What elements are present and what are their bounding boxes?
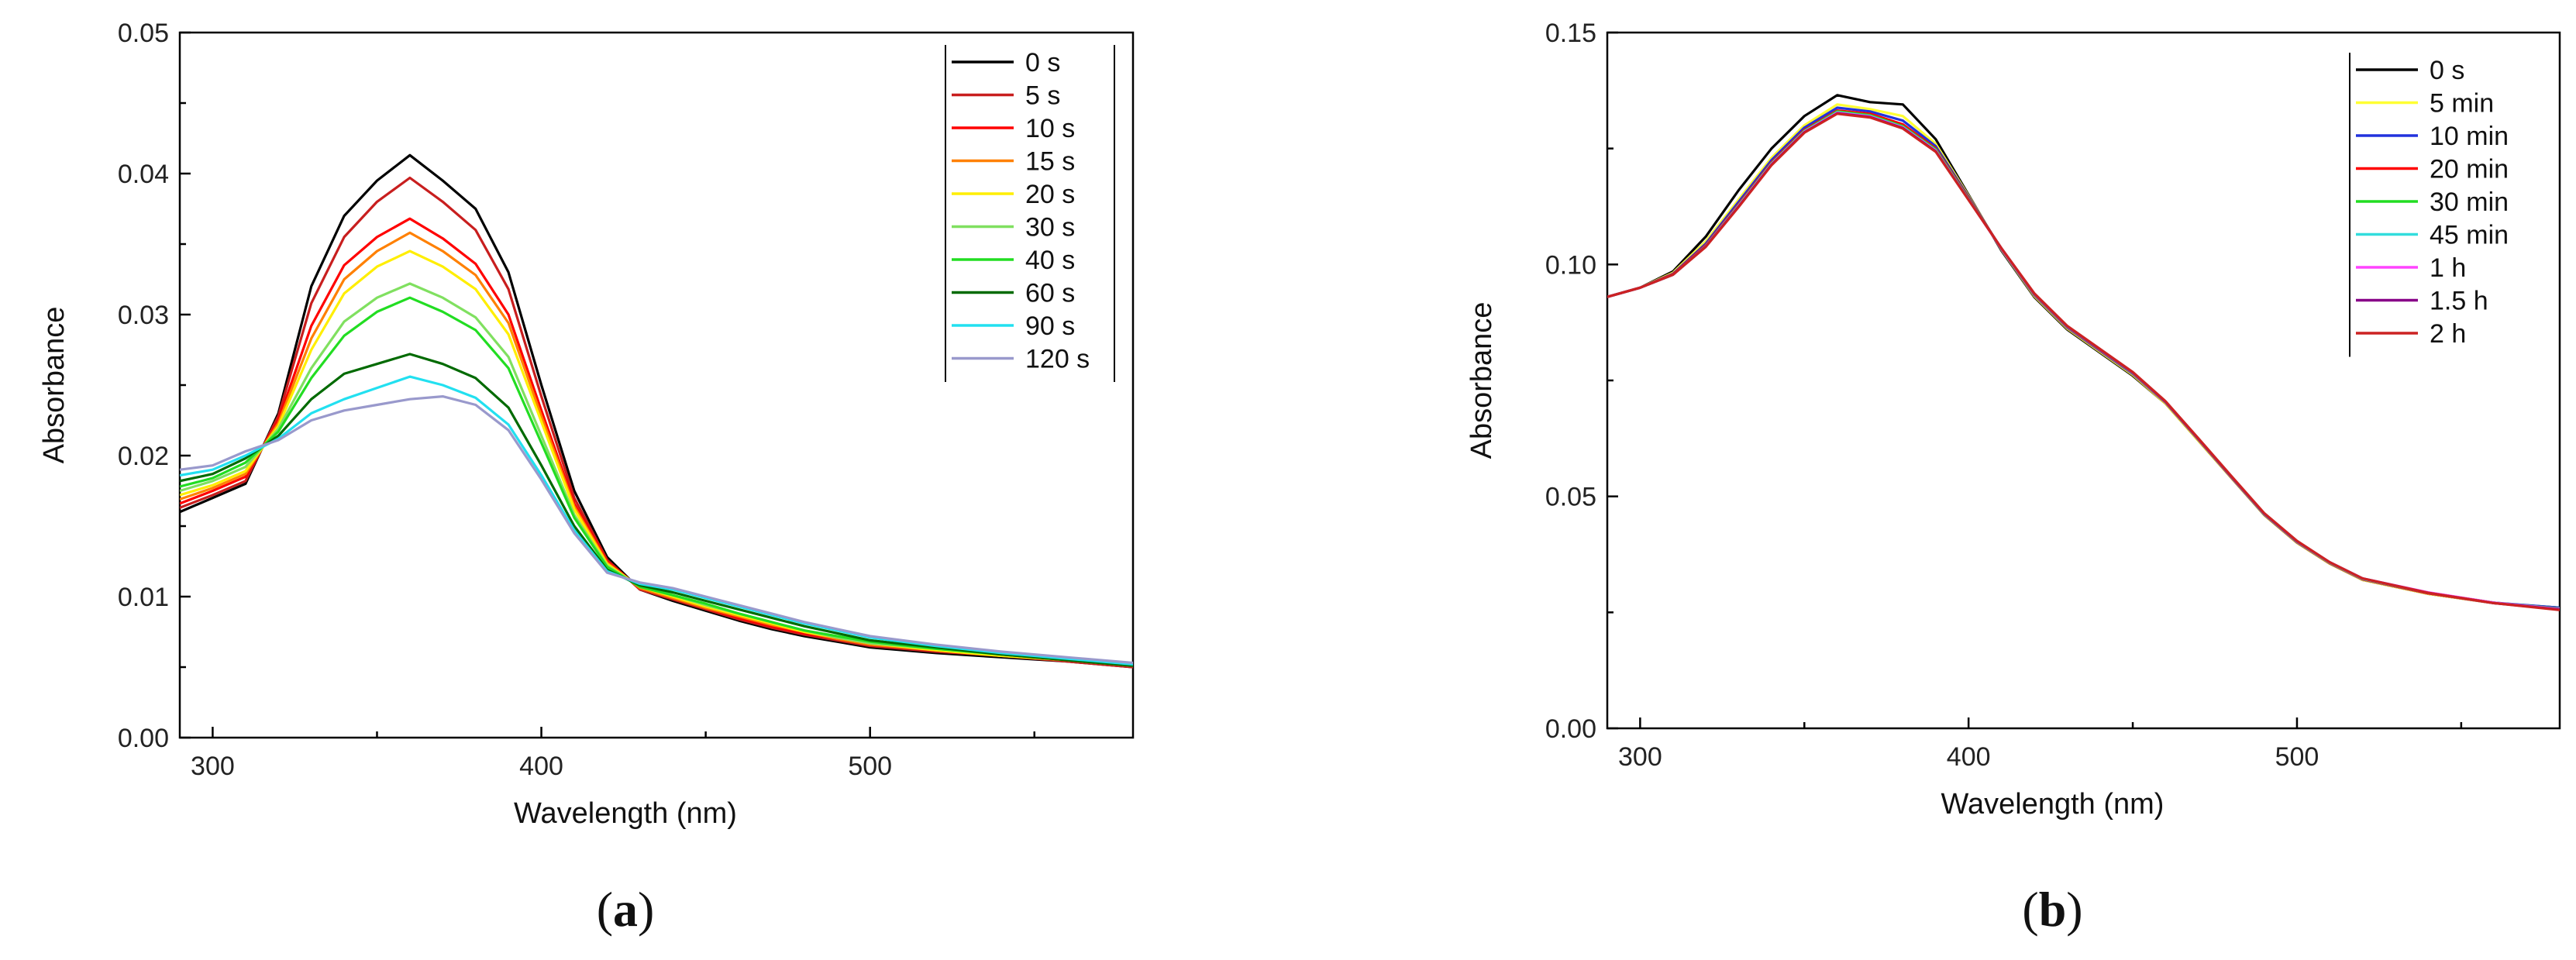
y-tick-label: 0.02 [118, 442, 169, 471]
legend-label-2: 10 s [1025, 114, 1075, 143]
legend-label-0: 0 s [2430, 56, 2464, 85]
series-line-7 [180, 353, 1133, 667]
series-line-8 [1607, 112, 2560, 611]
y-tick-label: 0.05 [1545, 483, 1596, 512]
x-tick-label: 500 [848, 752, 892, 781]
legend-label-3: 20 min [2430, 155, 2509, 184]
legend-label-7: 1.5 h [2430, 287, 2488, 316]
y-tick-label: 0.05 [118, 19, 169, 48]
y-tick-label: 0.00 [118, 724, 169, 753]
x-tick-label: 500 [2275, 742, 2319, 772]
chart-panel-a: 300 400 500 0.00 0.01 0.02 0.03 0.04 0.05 Wavelen… [38, 19, 1135, 937]
legend-label-2: 10 min [2430, 122, 2509, 151]
legend-label-4: 20 s [1025, 180, 1075, 209]
x-axis-label: Wavelength (nm) [1941, 788, 2164, 821]
legend-label-1: 5 s [1025, 81, 1060, 111]
x-axis-label: Wavelength (nm) [514, 797, 737, 830]
legend-label-8: 90 s [1025, 311, 1075, 341]
series-line-4 [180, 249, 1133, 667]
y-tick-label: 0.04 [118, 160, 169, 189]
legend-label-5: 30 s [1025, 213, 1075, 243]
series-group [180, 153, 1133, 669]
series-line-1 [180, 176, 1133, 669]
legend: 0 s 5 min 10 min 20 min 30 min 45 min 1 h 1.5 h… [2349, 53, 2509, 357]
legend-label-6: 1 h [2430, 253, 2466, 283]
caption-open: ( [2022, 882, 2038, 937]
plot-frame [178, 31, 1135, 739]
series-line-3 [180, 231, 1133, 667]
caption-letter: b [2039, 882, 2067, 937]
legend-label-4: 30 min [2430, 188, 2509, 217]
series-line-0 [180, 153, 1133, 669]
series-line-1 [1607, 103, 2560, 610]
y-tick-label: 0.01 [118, 583, 169, 612]
y-tick-label: 0.03 [118, 301, 169, 330]
x-tick-label: 300 [1618, 742, 1662, 772]
series-group [1607, 94, 2560, 611]
legend: 0 s 5 s 10 s 15 s 20 s 30 s 40 s 60 s 90 s 120 s [945, 45, 1115, 382]
legend-label-8: 2 h [2430, 319, 2466, 349]
x-tick-label: 400 [519, 752, 563, 781]
caption-close: ) [638, 882, 654, 937]
series-line-5 [180, 282, 1133, 667]
series-line-0 [1607, 94, 2560, 609]
caption-open: ( [597, 882, 613, 937]
panel-caption: (a) [597, 882, 655, 937]
caption-close: ) [2066, 882, 2082, 937]
y-tick-label: 0.00 [1545, 714, 1596, 744]
x-tick-label: 300 [191, 752, 235, 781]
legend-label-5: 45 min [2430, 221, 2509, 250]
y-tick-label: 0.15 [1545, 19, 1596, 48]
legend-label-7: 60 s [1025, 279, 1075, 308]
legend-label-3: 15 s [1025, 147, 1075, 177]
series-line-2 [1607, 106, 2560, 609]
series-line-2 [180, 217, 1133, 667]
series-line-8 [180, 375, 1133, 666]
legend-label-0: 0 s [1025, 48, 1060, 77]
series-line-9 [180, 395, 1133, 665]
y-axis-label: Absorbance [38, 307, 71, 464]
chart-panel-b: 300 400 500 0.00 0.05 0.10 0.15 Wavelength (nm)… [1465, 19, 2561, 937]
panel-caption: (b) [2022, 882, 2082, 937]
legend-label-9: 120 s [1025, 345, 1090, 374]
y-axis-label: Absorbance [1465, 302, 1498, 459]
caption-letter: a [613, 882, 638, 937]
x-tick-label: 400 [1947, 742, 1991, 772]
series-line-6 [180, 296, 1133, 667]
legend-label-1: 5 min [2430, 89, 2494, 119]
legend-label-6: 40 s [1025, 246, 1075, 275]
y-tick-label: 0.10 [1545, 250, 1596, 280]
